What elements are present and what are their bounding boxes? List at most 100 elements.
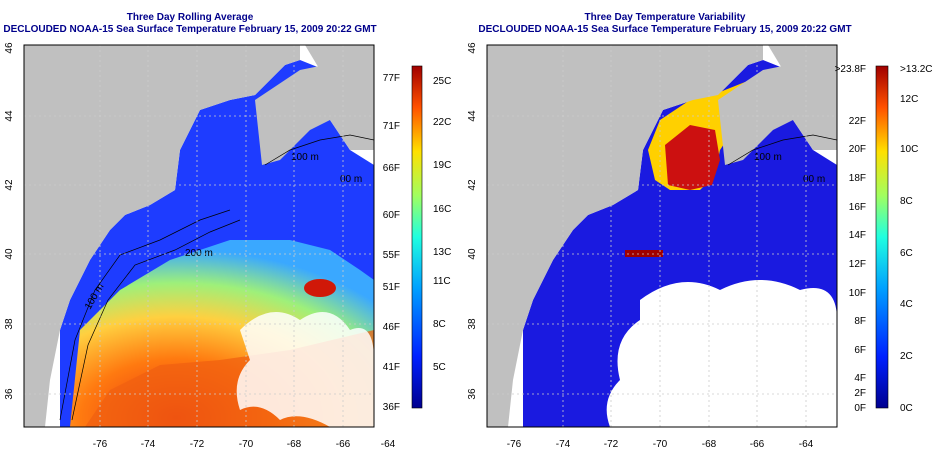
right-cloud-mask [606, 280, 837, 427]
right-x-tick: -68 [702, 439, 717, 450]
cb1-c-label: 19C [433, 160, 451, 171]
cb2-f-label: 22F [849, 116, 866, 127]
left-warm-eddy [304, 279, 336, 297]
right-colorbar-left-labels: >23.8F 22F 20F 18F 16F 14F 12F 10F 8F 6F… [835, 64, 866, 414]
left-contour-200m [71, 219, 241, 421]
cb1-f-label: 51F [383, 282, 400, 293]
cb1-c-label: 5C [433, 362, 446, 373]
left-y-tick: 36 [4, 388, 15, 400]
cb2-f-label: 2F [854, 388, 866, 399]
left-contour-label-3: 200 m [185, 248, 213, 259]
cb2-f-label: 6F [854, 345, 866, 356]
left-y-tick: 46 [4, 42, 15, 54]
right-land-nova-scotia [718, 55, 837, 165]
cb1-f-label: 77F [383, 73, 400, 84]
left-cloud-mask [236, 312, 374, 427]
left-colorbar-left-labels: 77F 71F 66F 60F 55F 51F 46F 41F 36F [383, 73, 400, 413]
right-colorbar [875, 65, 889, 409]
right-y-tick: 44 [467, 110, 478, 122]
left-land-nova-scotia [255, 55, 374, 165]
cb2-f-label: 12F [849, 259, 866, 270]
cb1-f-label: 60F [383, 210, 400, 221]
right-y-tick: 36 [467, 388, 478, 400]
left-contour-label-2: 00 m [340, 174, 362, 185]
cb2-f-label: 16F [849, 202, 866, 213]
panel1-title-line2: DECLOUDED NOAA-15 Sea Surface Temperatur… [3, 24, 377, 35]
cb2-f-label: 18F [849, 173, 866, 184]
left-map: 100 m 00 m 200 m 100 m [24, 45, 374, 427]
cb1-c-label: 25C [433, 76, 451, 87]
right-x-axis: -76 -74 -72 -70 -68 -66 -64 [507, 439, 814, 450]
right-contour-label-2: 00 m [803, 174, 825, 185]
left-map-frame [23, 44, 375, 428]
right-variability-red [665, 125, 720, 190]
left-x-tick: -70 [239, 439, 254, 450]
cb2-c-label: >13.2C [900, 64, 933, 75]
cb1-c-label: 16C [433, 204, 451, 215]
right-x-tick: -64 [799, 439, 814, 450]
right-x-tick: -74 [556, 439, 571, 450]
left-contour-100m [59, 209, 231, 421]
left-x-tick: -76 [93, 439, 108, 450]
cb1-f-label: 41F [383, 362, 400, 373]
cb1-c-label: 22C [433, 117, 451, 128]
left-x-tick: -64 [381, 439, 396, 450]
left-land-us [24, 45, 300, 427]
cb2-c-label: 4C [900, 299, 913, 310]
left-y-tick: 42 [4, 179, 15, 191]
cb1-c-label: 8C [433, 319, 446, 330]
left-x-tick: -68 [287, 439, 302, 450]
cb1-f-label: 71F [383, 121, 400, 132]
cb1-c-label: 11C [433, 276, 451, 287]
left-colorbar [411, 65, 423, 409]
right-x-tick: -70 [653, 439, 668, 450]
cb2-f-label: 8F [854, 316, 866, 327]
panel2-title-line1: Three Day Temperature Variability [584, 12, 746, 23]
panel2-title-line2: DECLOUDED NOAA-15 Sea Surface Temperatur… [478, 24, 852, 35]
cb2-c-label: 10C [900, 144, 918, 155]
left-y-tick: 44 [4, 110, 15, 122]
right-y-tick: 38 [467, 318, 478, 330]
left-colorbar-right-labels: 25C 22C 19C 16C 13C 11C 8C 5C [433, 76, 451, 373]
cb2-f-label: 14F [849, 230, 866, 241]
left-land-north [305, 45, 374, 70]
right-x-tick: -76 [507, 439, 522, 450]
left-contour-north [264, 134, 374, 166]
right-y-axis: 36 38 40 42 44 46 [467, 42, 478, 400]
right-y-tick: 42 [467, 179, 478, 191]
cb2-c-label: 6C [900, 248, 913, 259]
right-map: 100 m 00 m [487, 45, 837, 427]
cb2-f-label: >23.8F [835, 64, 866, 75]
cb2-c-label: 2C [900, 351, 913, 362]
right-x-tick: -66 [750, 439, 765, 450]
right-land-north [768, 45, 837, 70]
cb2-c-label: 12C [900, 94, 918, 105]
left-grid [24, 45, 374, 427]
left-contour-label-1: 100 m [291, 152, 319, 163]
left-x-tick: -74 [141, 439, 156, 450]
cb1-f-label: 55F [383, 250, 400, 261]
right-grid [487, 45, 837, 427]
cb2-f-label: 20F [849, 144, 866, 155]
cb2-f-label: 4F [854, 373, 866, 384]
cb1-f-label: 66F [383, 163, 400, 174]
cb2-f-label: 0F [854, 403, 866, 414]
cb1-c-label: 13C [433, 247, 451, 258]
right-colorbar-right-labels: >13.2C 12C 10C 8C 6C 4C 2C 0C [900, 64, 933, 414]
right-variability-streak [625, 250, 663, 257]
left-y-tick: 38 [4, 318, 15, 330]
right-map-frame [486, 44, 838, 428]
cb2-c-label: 8C [900, 196, 913, 207]
left-x-tick: -72 [190, 439, 205, 450]
cb1-f-label: 46F [383, 322, 400, 333]
cb2-f-label: 10F [849, 288, 866, 299]
left-x-tick: -66 [336, 439, 351, 450]
right-land-us [487, 45, 763, 427]
right-contour-north [727, 134, 837, 166]
right-contour-label-1: 100 m [754, 152, 782, 163]
left-x-axis: -76 -74 -72 -70 -68 -66 -64 [93, 439, 396, 450]
left-y-axis: 36 38 40 42 44 46 [4, 42, 15, 400]
cb2-c-label: 0C [900, 403, 913, 414]
right-y-tick: 40 [467, 248, 478, 260]
